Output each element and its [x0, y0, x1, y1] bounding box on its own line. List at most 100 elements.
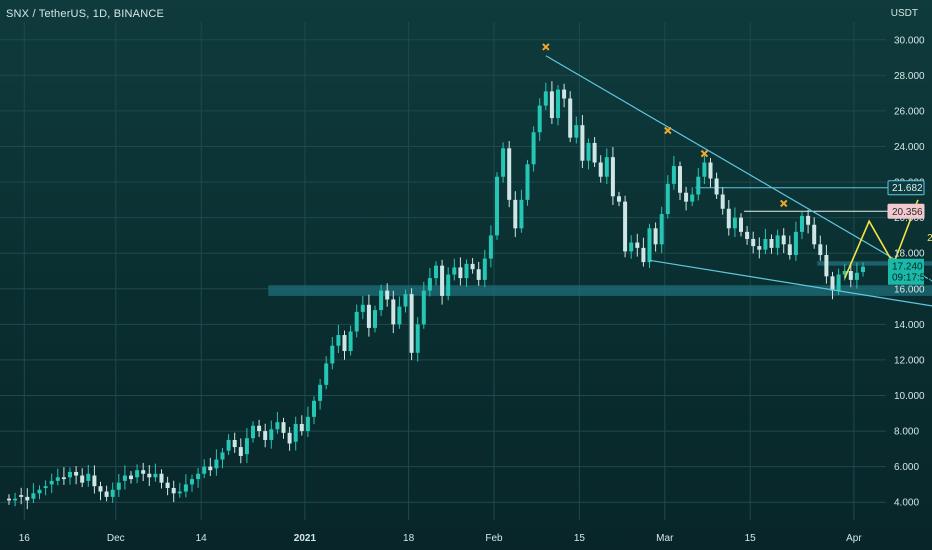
candle — [647, 228, 652, 263]
current-price-tag — [888, 258, 924, 285]
swing-high-x-marker — [700, 149, 709, 158]
candle — [43, 486, 48, 488]
candle — [55, 477, 60, 481]
candle — [861, 266, 865, 273]
candle — [800, 215, 804, 232]
candle — [86, 473, 91, 481]
candle — [19, 495, 24, 497]
candle — [434, 265, 438, 279]
y-tick-label: 4.000 — [894, 498, 919, 509]
candle — [488, 235, 493, 259]
candle — [92, 475, 97, 487]
candle — [726, 208, 731, 229]
x-tick-label: Mar — [656, 533, 674, 544]
x-tick-label: 18 — [403, 533, 415, 544]
candle — [732, 217, 737, 229]
candle — [458, 267, 463, 279]
candle — [702, 162, 707, 177]
projection-percent-label: 25% — [927, 233, 932, 244]
swing-high-x-marker — [780, 199, 788, 208]
candle — [354, 311, 359, 332]
x-tick-label: 15 — [745, 533, 757, 544]
y-tick-label: 12.000 — [894, 355, 925, 366]
candle — [147, 473, 152, 478]
candle — [360, 304, 365, 312]
candle — [708, 162, 713, 179]
candle — [446, 274, 451, 296]
candle — [98, 486, 103, 492]
candle — [696, 176, 701, 195]
candle — [495, 176, 499, 236]
candle — [190, 479, 194, 485]
candle — [482, 258, 487, 280]
candle — [74, 471, 79, 476]
candle — [586, 142, 591, 161]
candle — [31, 493, 36, 499]
candle — [848, 271, 853, 280]
support-trendline — [649, 259, 932, 307]
candle — [690, 194, 695, 202]
y-tick-label: 18.000 — [894, 249, 925, 260]
y-tick-label: 26.000 — [894, 106, 925, 117]
candle — [775, 235, 780, 248]
candle-countdown-timer: 09:17:51 — [892, 273, 931, 284]
x-tick-label: 16 — [19, 533, 31, 544]
candle — [135, 470, 140, 478]
candle — [403, 294, 408, 307]
candle — [836, 274, 841, 291]
candle — [281, 422, 286, 433]
candle — [543, 91, 548, 106]
candle — [684, 192, 689, 202]
candle — [177, 491, 182, 494]
candle — [617, 196, 621, 202]
candle — [714, 178, 719, 195]
candle — [330, 345, 335, 364]
candle — [812, 224, 817, 245]
x-tick-label: 15 — [574, 533, 586, 544]
candle — [68, 471, 72, 478]
candle — [659, 214, 664, 245]
y-tick-label: 8.000 — [894, 427, 919, 438]
candle — [537, 105, 542, 133]
candle — [592, 142, 597, 163]
swing-high-x-marker — [542, 43, 550, 51]
price-tag-label: 20.356 — [892, 207, 923, 218]
candle — [854, 272, 859, 280]
projected-price-path — [844, 199, 919, 279]
candle — [373, 310, 377, 328]
candle — [122, 475, 127, 481]
candle — [196, 473, 201, 480]
candle — [452, 267, 457, 275]
candle — [824, 254, 829, 277]
candle — [427, 278, 432, 291]
resistance-zone — [817, 261, 932, 266]
candle — [141, 470, 146, 474]
candle — [635, 242, 640, 248]
x-tick-label: Apr — [846, 533, 862, 544]
candle — [153, 473, 158, 478]
candle — [293, 423, 298, 442]
candle — [348, 331, 353, 352]
candle — [653, 228, 658, 245]
candle — [7, 498, 11, 501]
candle — [104, 491, 109, 497]
candle — [244, 438, 249, 455]
candle — [769, 238, 774, 248]
price-tag — [887, 203, 925, 219]
candle — [208, 466, 213, 471]
candle — [568, 98, 573, 138]
candle — [421, 290, 426, 325]
y-tick-label: 6.000 — [894, 462, 919, 473]
candle — [80, 475, 85, 483]
candle — [257, 425, 262, 432]
candle — [671, 166, 676, 184]
candle — [440, 265, 445, 296]
candle — [232, 439, 237, 448]
candle — [787, 244, 792, 255]
candle — [763, 238, 768, 250]
y-tick-label: 16.000 — [894, 284, 925, 295]
candle — [525, 164, 530, 200]
candle — [299, 423, 304, 432]
candle — [116, 482, 121, 490]
